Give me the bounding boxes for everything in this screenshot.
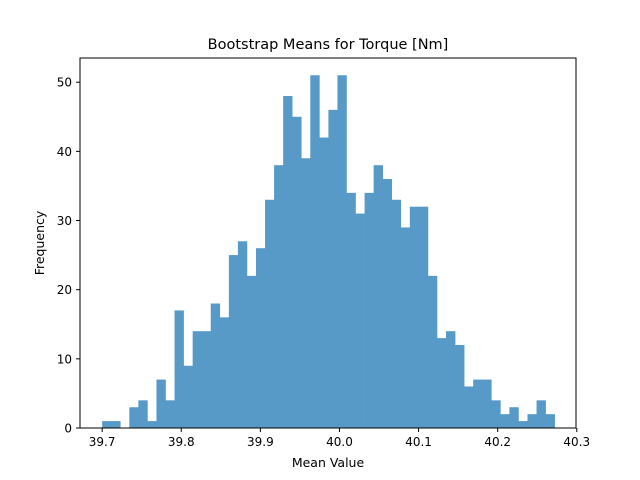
histogram-bar: [292, 116, 302, 429]
histogram-bar: [210, 303, 221, 428]
histogram-bar: [473, 379, 483, 428]
histogram-bar: [337, 75, 347, 428]
histogram-bar: [373, 165, 383, 428]
histogram-bar: [111, 421, 121, 428]
x-tick-label: 39.8: [168, 435, 195, 449]
histogram-bar: [174, 310, 184, 428]
y-axis-label: Frequency: [32, 210, 47, 275]
chart-title: Bootstrap Means for Torque [Nm]: [208, 37, 449, 53]
histogram-bar: [364, 192, 374, 428]
x-tick-label: 40.1: [405, 435, 432, 449]
histogram-bar: [265, 199, 275, 428]
histogram-bar: [274, 165, 284, 428]
histogram-bar: [545, 414, 555, 428]
histogram-bar: [427, 275, 438, 428]
histogram-bar: [536, 400, 546, 428]
x-tick-label: 39.9: [247, 435, 274, 449]
histogram-bar: [500, 414, 510, 428]
histogram-bar: [138, 400, 148, 428]
histogram-bar: [482, 379, 492, 428]
y-tick-label: 40: [57, 145, 72, 159]
histogram-bar: [491, 400, 501, 428]
histogram-bar: [301, 158, 311, 428]
x-tick-label: 40.0: [326, 435, 353, 449]
histogram-bar: [319, 137, 329, 428]
histogram-bar: [237, 241, 248, 428]
x-tick-label: 40.3: [563, 435, 590, 449]
histogram-bar: [310, 75, 320, 428]
histogram-bar: [400, 227, 411, 428]
histogram-bar: [192, 331, 202, 428]
y-tick-label: 30: [57, 214, 72, 228]
histogram-bars: [102, 75, 555, 429]
histogram-bar: [355, 213, 365, 428]
histogram-bar: [246, 275, 257, 428]
histogram-bar: [201, 331, 212, 428]
y-tick-label: 50: [57, 76, 72, 90]
histogram-bar: [518, 421, 528, 428]
y-tick-label: 10: [57, 352, 72, 366]
histogram-bar: [129, 407, 139, 428]
histogram-bar: [328, 109, 338, 429]
y-tick-label: 20: [57, 283, 72, 297]
histogram-bar: [147, 421, 157, 428]
histogram-bar: [527, 414, 537, 428]
histogram-bar: [102, 421, 112, 428]
x-tick-label: 39.7: [89, 435, 116, 449]
histogram-bar: [391, 199, 402, 428]
x-axis-ticks: 39.7 39.8 39.9 40.0 40.1 40.2 40.3: [89, 428, 590, 449]
histogram-bar: [382, 179, 393, 428]
histogram-bar: [255, 248, 266, 428]
histogram-bar: [464, 386, 474, 428]
y-axis-ticks: 0 10 20 30 40 50: [57, 76, 80, 436]
histogram-bar: [183, 365, 193, 428]
x-axis-label: Mean Value: [292, 455, 365, 470]
y-tick-label: 0: [64, 422, 72, 436]
histogram-bar: [346, 192, 356, 428]
histogram-bar: [509, 407, 519, 428]
histogram-bar: [165, 400, 175, 428]
histogram-bar: [418, 206, 429, 428]
x-tick-label: 40.2: [484, 435, 511, 449]
plot-frame: [79, 57, 577, 429]
histogram-bar: [446, 331, 456, 428]
histogram-bar: [228, 255, 239, 428]
histogram-bar: [436, 338, 447, 428]
histogram-bar: [409, 206, 420, 428]
histogram-bar: [283, 96, 293, 428]
histogram-bar: [156, 379, 166, 428]
histogram-bar: [455, 345, 465, 428]
histogram-bar: [219, 317, 230, 428]
